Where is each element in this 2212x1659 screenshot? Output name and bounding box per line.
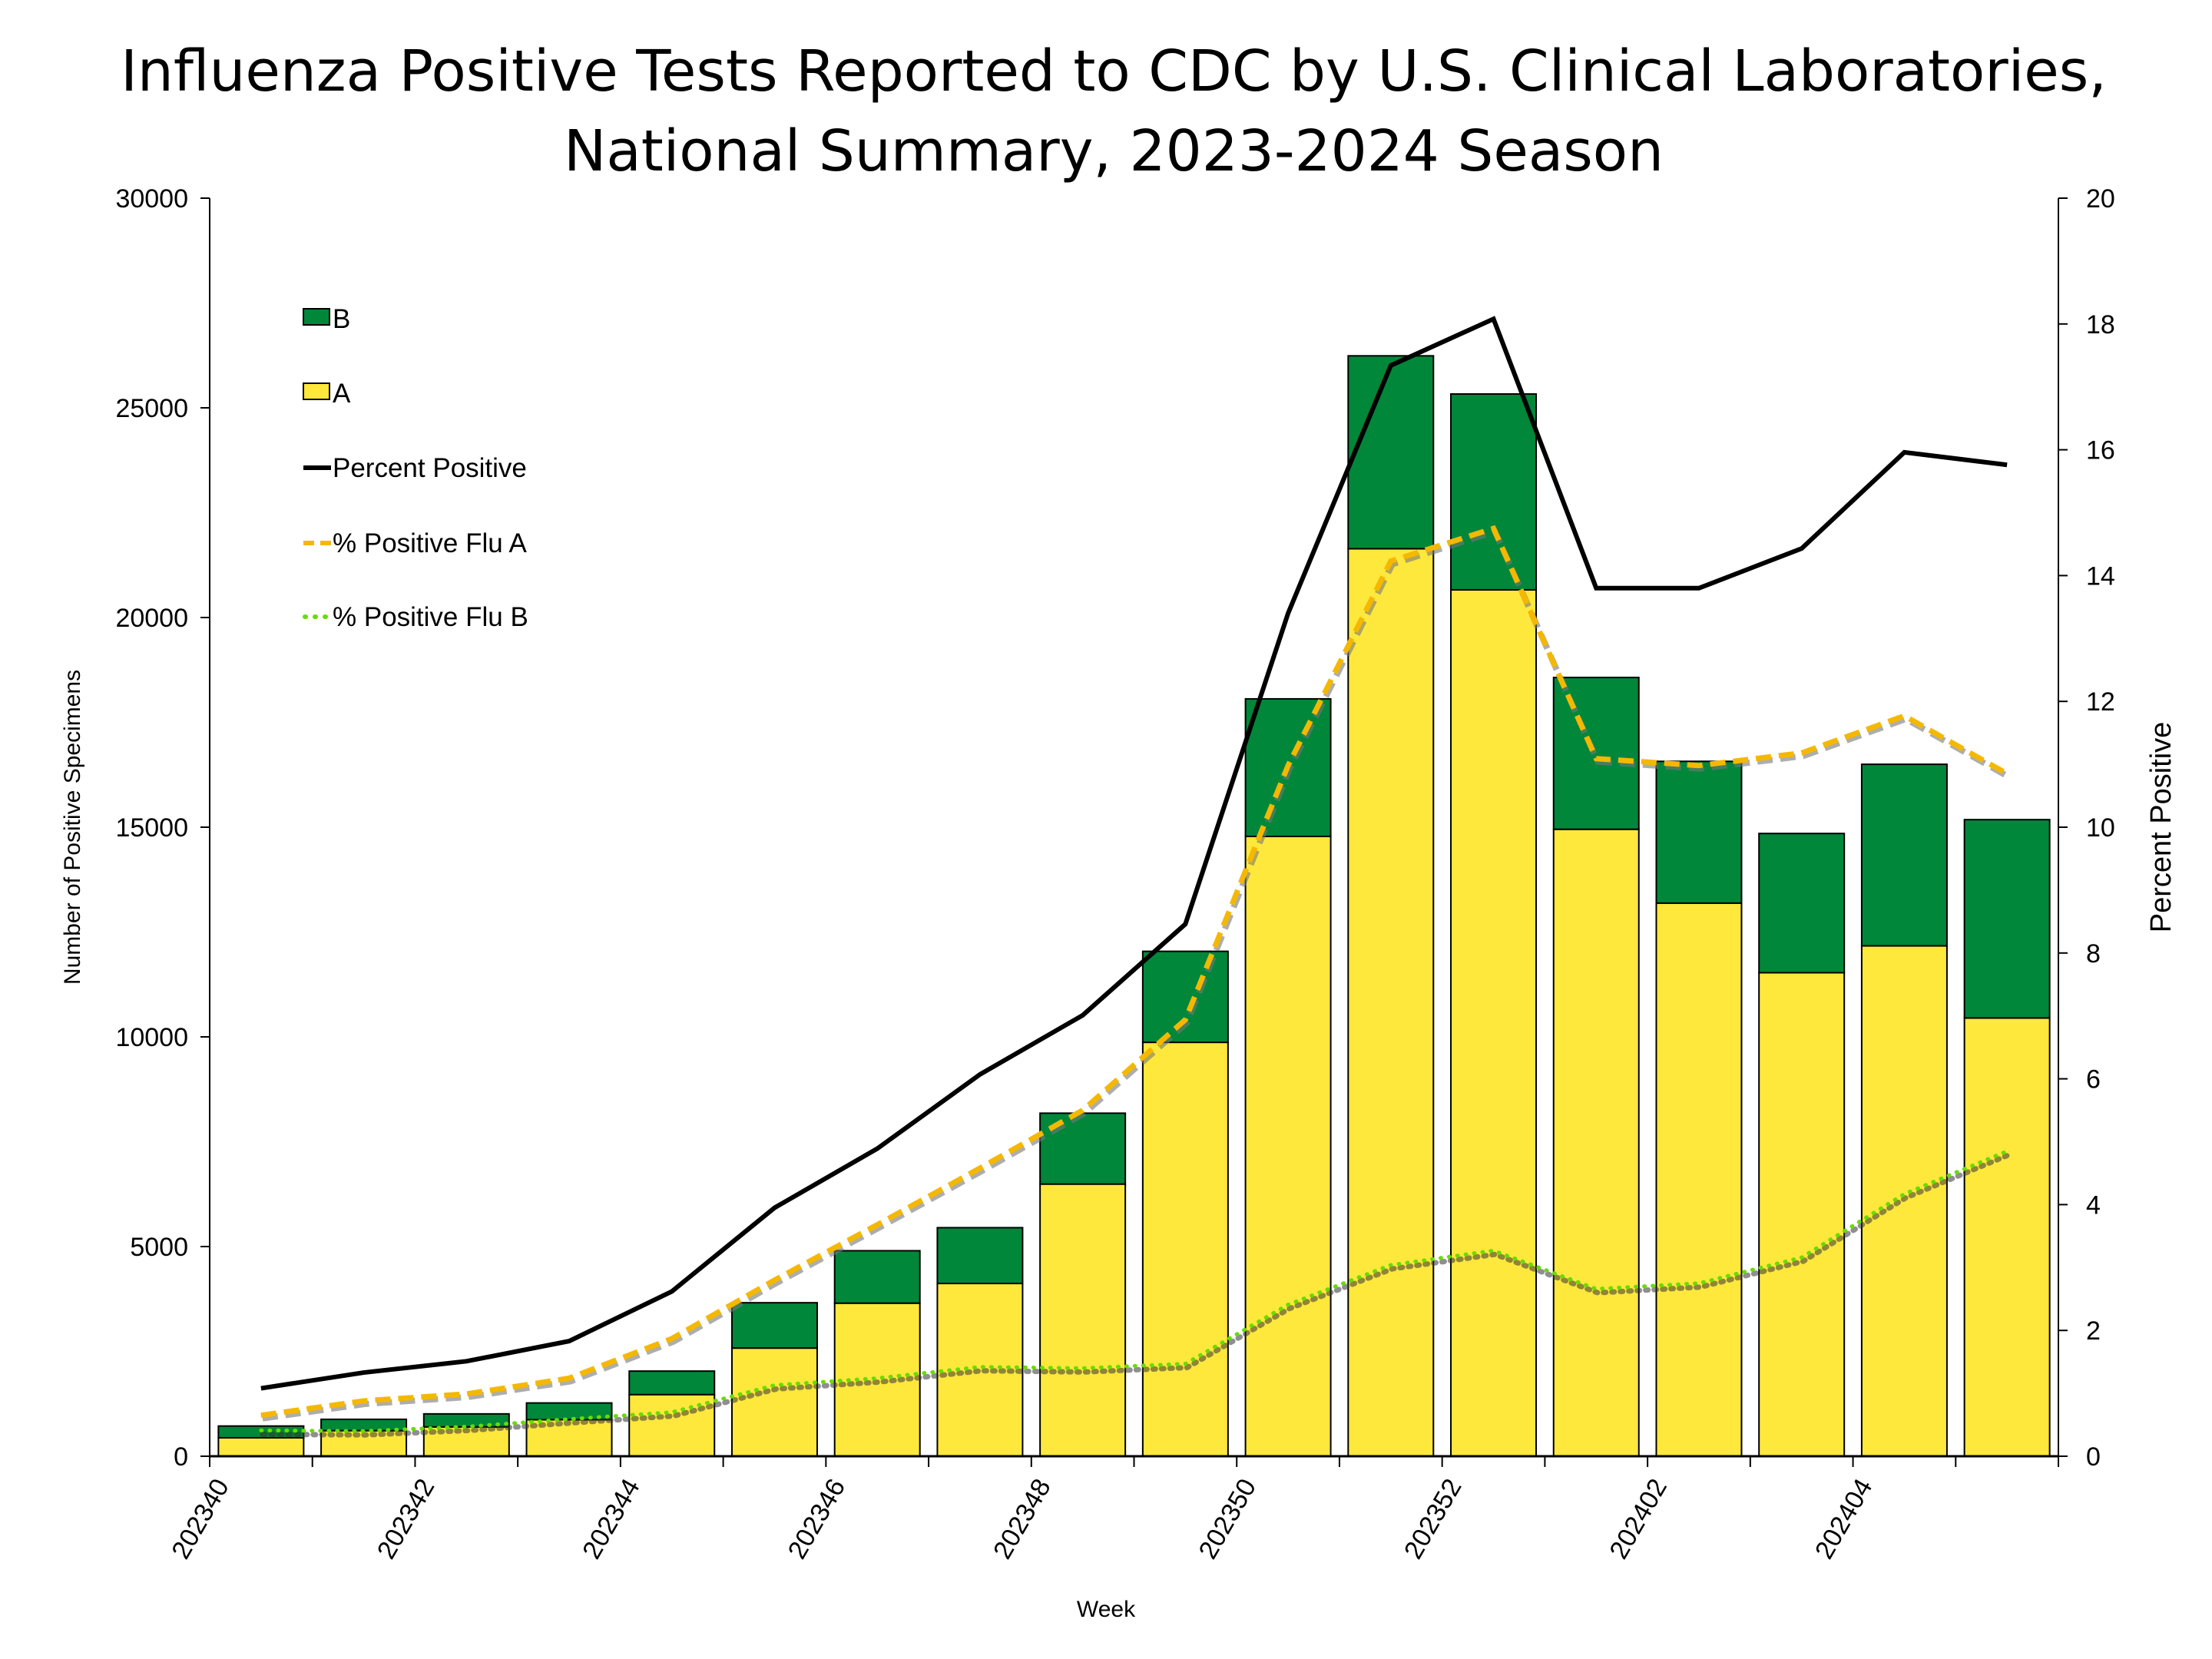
y-right-tick-label: 4 (2086, 1190, 2101, 1220)
bar-b-202343 (525, 1402, 613, 1421)
x-tick-label: 202344 (577, 1474, 646, 1564)
bar-a-202351 (1347, 548, 1435, 1457)
x-tick-label: 202352 (1399, 1474, 1468, 1564)
y-tick-label: 25000 (115, 394, 188, 423)
x-tick-label: 202350 (1194, 1474, 1263, 1564)
bar-b-202351 (1347, 355, 1435, 550)
legend-a-swatch (303, 382, 330, 400)
y-right-tick-label: 8 (2086, 939, 2101, 969)
bar-a-202340 (217, 1436, 305, 1457)
x-tick-label: 202346 (783, 1474, 852, 1564)
y-right-tick-label: 0 (2086, 1442, 2101, 1472)
bars (217, 355, 2051, 1458)
y-right-tick-label: 14 (2086, 561, 2115, 591)
bar-b-202403 (1758, 833, 1846, 974)
bar-a-202402 (1655, 902, 1743, 1458)
y-tick-label: 5000 (130, 1233, 188, 1262)
y-tick-label: 20000 (115, 604, 188, 633)
y-right-tick-label: 12 (2086, 687, 2115, 717)
y-right-tick-label: 2 (2086, 1316, 2101, 1346)
bar-b-202345 (730, 1302, 818, 1349)
bar-a-202350 (1244, 836, 1332, 1457)
bar-a-202352 (1450, 588, 1538, 1457)
x-tick-label: 202342 (372, 1474, 441, 1564)
x-tick-label: 202404 (1810, 1474, 1879, 1564)
bar-a-202345 (730, 1347, 818, 1457)
line-positive-flu-b-shadow (260, 1152, 2012, 1438)
y-right-tick-label: 10 (2086, 813, 2115, 843)
bar-b-202341 (320, 1418, 408, 1432)
legend: B A Percent Positive % Positive Flu A % Posi… (303, 304, 528, 632)
x-axis-label: Week (1077, 1597, 1136, 1622)
x-tick-label: 202348 (988, 1474, 1057, 1564)
bar-b-202352 (1450, 392, 1538, 591)
legend-percent-positive-label: Percent Positive (333, 453, 527, 483)
bar-a-202401 (1552, 828, 1640, 1457)
y-axis-right-label: Percent Positive (2145, 722, 2177, 933)
line-percent-positive (260, 316, 2008, 1391)
bar-b-202347 (936, 1227, 1024, 1285)
bar-b-202402 (1655, 760, 1743, 904)
bar-b-202349 (1141, 950, 1229, 1044)
bar-a-202405 (1963, 1017, 2051, 1458)
chart-title-line-2: National Summary, 2023-2024 Season (564, 118, 1664, 184)
legend-positive-flu-b-label: % Positive Flu B (333, 602, 528, 632)
legend-b-label: B (333, 304, 350, 334)
line-positive-flu-a (260, 525, 2008, 1419)
y-right-tick-label: 20 (2086, 184, 2115, 214)
x-tick-label: 202402 (1604, 1474, 1673, 1564)
lines (259, 316, 2012, 1438)
bar-a-202403 (1758, 972, 1846, 1458)
bar-b-202401 (1552, 677, 1640, 830)
y-axis-label: Number of Positive Specimens (60, 670, 85, 985)
bar-b-202404 (1860, 763, 1948, 947)
bar-b-202346 (833, 1250, 921, 1304)
y-right-tick-label: 18 (2086, 310, 2115, 339)
bar-a-202349 (1141, 1041, 1229, 1457)
legend-positive-flu-a-label: % Positive Flu A (333, 528, 528, 558)
bar-b-202344 (628, 1370, 716, 1396)
legend-a-label: A (333, 379, 351, 409)
bar-a-202344 (628, 1393, 716, 1458)
bar-b-202405 (1963, 819, 2051, 1019)
y-right-tick-label: 6 (2086, 1065, 2101, 1094)
legend-b-swatch (303, 308, 330, 326)
y-tick-label: 10000 (115, 1023, 188, 1052)
line-positive-flu-a-shadow (262, 528, 2011, 1422)
y-right-tick-label: 16 (2086, 436, 2115, 465)
bar-a-202348 (1039, 1183, 1127, 1457)
y-tick-label: 15000 (115, 813, 188, 843)
y-tick-label: 0 (174, 1442, 188, 1472)
bar-b-202348 (1039, 1112, 1127, 1185)
x-tick-label: 202340 (166, 1474, 235, 1564)
line-positive-flu-b (259, 1149, 2009, 1433)
chart-title-line-1: Influenza Positive Tests Reported to CDC… (121, 38, 2107, 104)
y-tick-label: 30000 (115, 184, 188, 214)
